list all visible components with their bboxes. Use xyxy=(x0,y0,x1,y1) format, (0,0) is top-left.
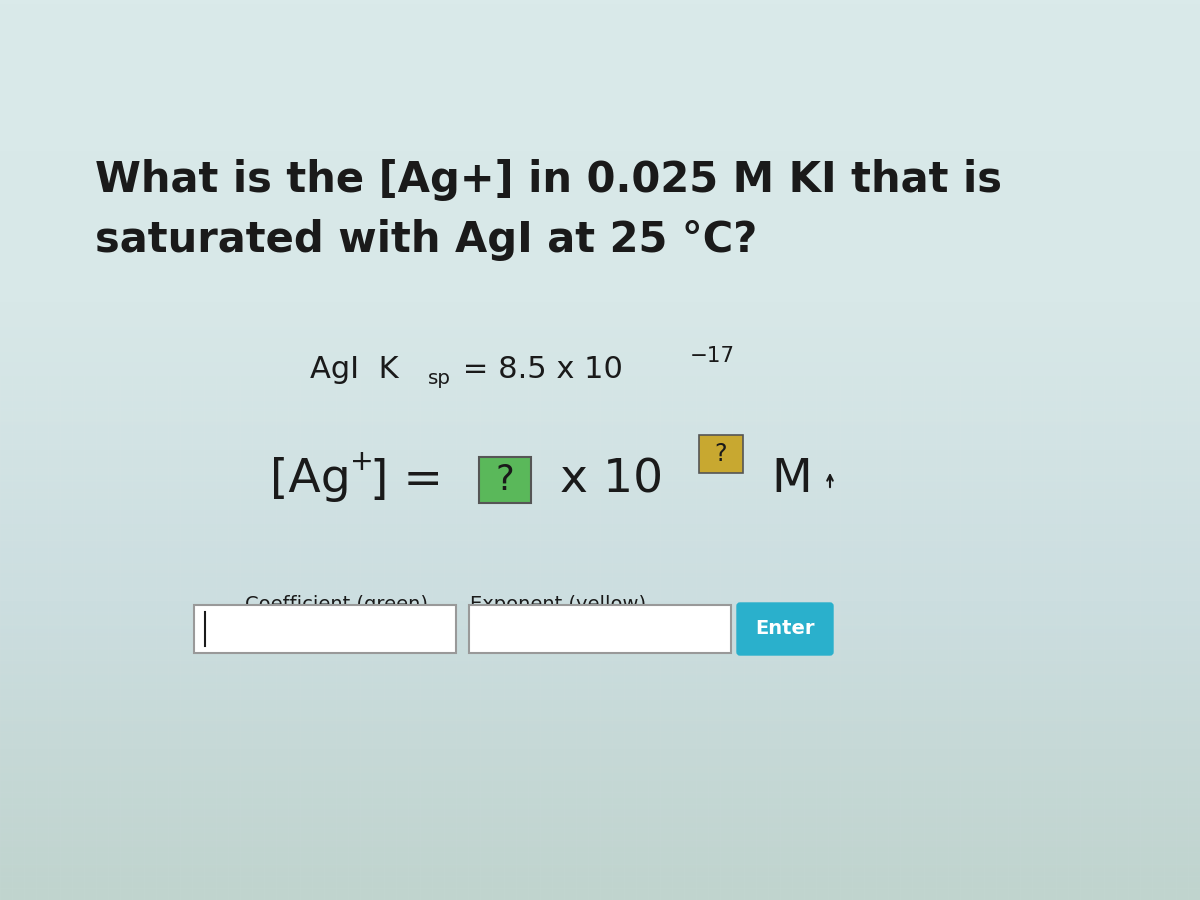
Text: What is the [Ag+] in 0.025 M KI that is: What is the [Ag+] in 0.025 M KI that is xyxy=(95,159,1002,201)
Text: M: M xyxy=(757,457,812,502)
Text: x 10: x 10 xyxy=(545,457,664,502)
FancyBboxPatch shape xyxy=(737,603,833,655)
FancyBboxPatch shape xyxy=(479,457,530,503)
FancyBboxPatch shape xyxy=(469,605,731,653)
Text: [Ag: [Ag xyxy=(270,457,350,502)
Text: Coefficient (green): Coefficient (green) xyxy=(245,596,428,615)
Text: saturated with AgI at 25 °C?: saturated with AgI at 25 °C? xyxy=(95,219,757,261)
Text: ] =: ] = xyxy=(370,457,458,502)
FancyBboxPatch shape xyxy=(194,605,456,653)
Text: −17: −17 xyxy=(690,346,736,366)
Text: sp: sp xyxy=(428,368,451,388)
Text: = 8.5 x 10: = 8.5 x 10 xyxy=(454,356,623,384)
Text: ?: ? xyxy=(496,463,515,497)
Text: Exponent (yellow): Exponent (yellow) xyxy=(470,596,646,615)
FancyBboxPatch shape xyxy=(698,435,743,473)
Text: AgI  K: AgI K xyxy=(310,356,398,384)
Text: +: + xyxy=(350,448,373,476)
Text: ?: ? xyxy=(715,442,727,466)
Text: Enter: Enter xyxy=(755,619,815,638)
